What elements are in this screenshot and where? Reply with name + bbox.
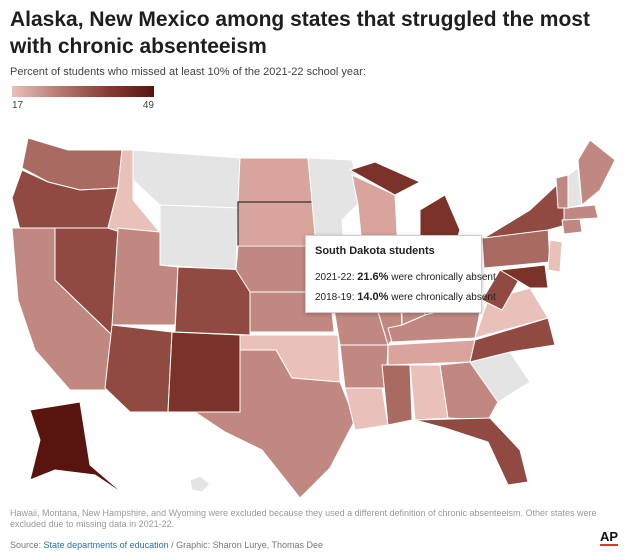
- state-montana: [132, 149, 241, 209]
- tooltip-row-value: 21.6%: [357, 271, 389, 283]
- state-maine[interactable]: [577, 139, 616, 206]
- tooltip-row-label: 2018-19:: [315, 292, 355, 303]
- state-maryland[interactable]: [498, 264, 549, 289]
- state-new-jersey[interactable]: [547, 239, 563, 273]
- headline: Alaska, New Mexico among states that str…: [10, 8, 590, 58]
- subtitle: Percent of students who missed at least …: [10, 66, 366, 78]
- color-legend: 17 49: [12, 86, 154, 111]
- state-arizona[interactable]: [104, 324, 173, 413]
- state-arkansas[interactable]: [339, 344, 389, 389]
- tooltip-row-label: 2021-22:: [315, 272, 355, 283]
- ap-logo: AP: [600, 529, 619, 546]
- tooltip-row-suffix: were chronically absent: [391, 272, 496, 283]
- state-tooltip: South Dakota students 2021-22: 21.6% wer…: [305, 235, 496, 313]
- state-new-mexico[interactable]: [167, 331, 241, 413]
- state-new-york[interactable]: [483, 178, 567, 239]
- legend-max-label: 49: [142, 100, 154, 111]
- state-hawaii: [189, 475, 211, 493]
- legend-gradient-bar: [12, 86, 154, 97]
- tooltip-title: South Dakota students: [315, 245, 435, 257]
- tooltip-row-2021: 2021-22: 21.6% were chronically absent: [315, 271, 496, 283]
- state-massachusetts[interactable]: [563, 204, 599, 221]
- tooltip-row-2018: 2018-19: 14.0% were chronically absent: [315, 291, 496, 303]
- state-texas[interactable]: [193, 349, 356, 499]
- us-choropleth-map: [11, 137, 616, 499]
- state-michigan-upper[interactable]: [348, 161, 422, 196]
- state-florida[interactable]: [414, 417, 529, 486]
- tooltip-row-value: 14.0%: [357, 291, 389, 303]
- state-wyoming: [159, 204, 239, 271]
- state-north-dakota[interactable]: [237, 157, 315, 203]
- source-line: Source: State departments of education /…: [10, 540, 323, 550]
- state-north-carolina[interactable]: [469, 317, 556, 363]
- state-tennessee[interactable]: [387, 339, 476, 366]
- source-link[interactable]: State departments of education: [43, 540, 169, 550]
- state-vermont[interactable]: [555, 174, 569, 209]
- state-alaska[interactable]: [29, 401, 126, 496]
- state-colorado[interactable]: [174, 266, 251, 336]
- tooltip-row-suffix: were chronically absent: [391, 292, 496, 303]
- legend-min-label: 17: [12, 100, 24, 111]
- graphic-credit: / Graphic: Sharon Lurye, Thomas Dee: [171, 540, 324, 550]
- state-georgia[interactable]: [439, 361, 499, 421]
- state-mississippi[interactable]: [381, 364, 413, 426]
- exclusion-note: Hawaii, Montana, New Hampshire, and Wyom…: [10, 508, 597, 529]
- source-prefix: Source:: [10, 540, 42, 550]
